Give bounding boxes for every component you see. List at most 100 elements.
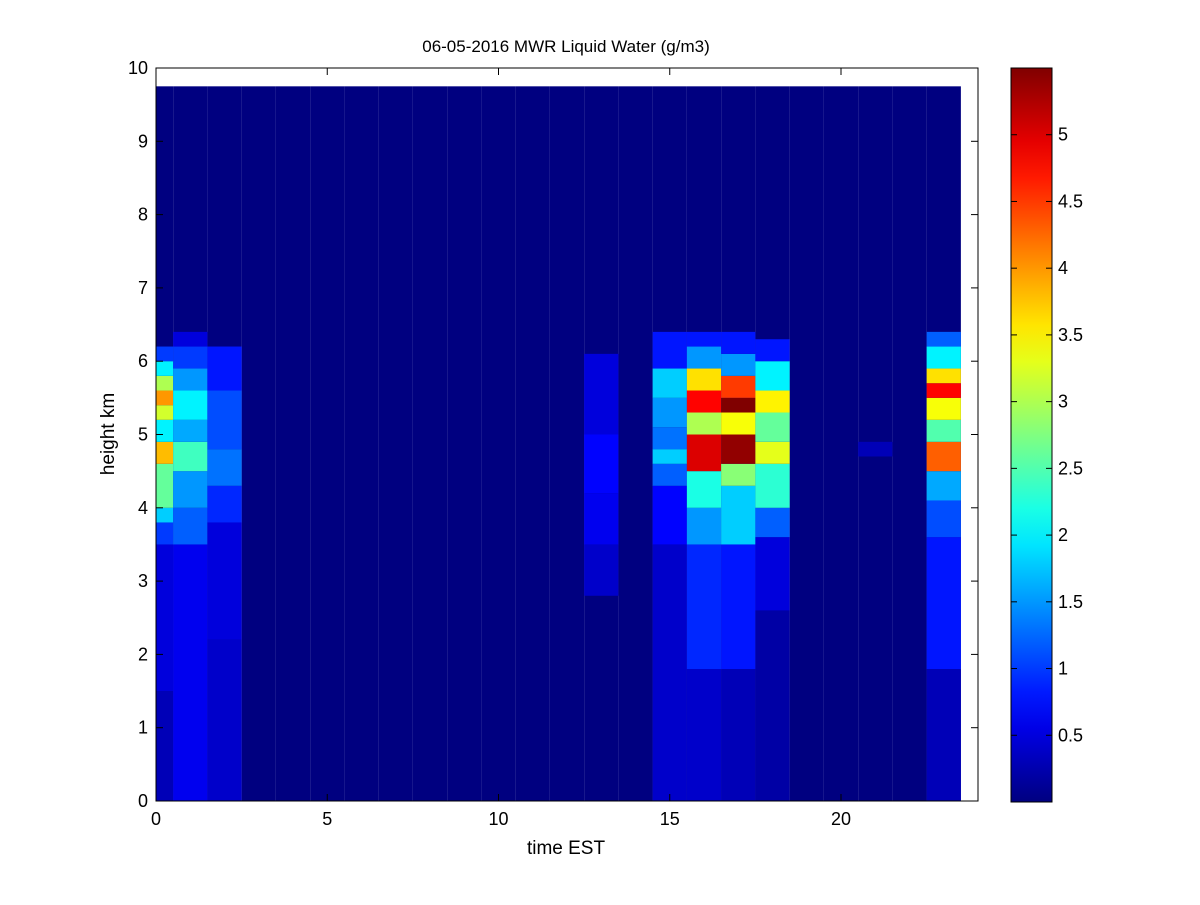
y-tick-label: 0 — [138, 791, 148, 811]
heatmap-cell — [755, 361, 790, 391]
heatmap-cell — [926, 383, 961, 398]
colorbar-tick-label: 2 — [1058, 525, 1068, 545]
heatmap-cell — [584, 544, 619, 596]
y-tick-label: 10 — [128, 58, 148, 78]
heatmap-cell — [755, 463, 790, 508]
heatmap-cell — [755, 507, 790, 538]
heatmap-cell — [207, 449, 242, 486]
heatmap-cell — [721, 463, 756, 486]
heatmap-cell — [823, 86, 859, 801]
heatmap-cell — [207, 522, 242, 640]
heatmap-cell — [156, 507, 174, 523]
heatmap-cell — [207, 639, 242, 801]
y-tick-label: 4 — [138, 498, 148, 518]
heatmap-cell — [652, 427, 687, 450]
heatmap-cell — [926, 500, 961, 538]
heatmap-cell — [926, 368, 961, 384]
heatmap-cell — [481, 86, 516, 801]
colorbar-tick-label: 1.5 — [1058, 592, 1083, 612]
heatmap-cell — [755, 610, 790, 801]
heatmap-cell — [686, 331, 722, 347]
y-tick-label: 6 — [138, 351, 148, 371]
heatmap-cell — [652, 544, 687, 801]
heatmap-cell — [173, 368, 208, 391]
heatmap-cell — [686, 669, 722, 801]
heatmap-cell — [926, 331, 961, 347]
heatmap-cell — [721, 331, 756, 354]
heatmap-cell — [207, 346, 242, 391]
heatmap-cell — [721, 544, 756, 670]
y-axis: 0 1 2 3 4 5 6 7 8 9 10 — [128, 58, 978, 811]
heatmap-cell — [755, 390, 790, 413]
heatmap-cell — [686, 412, 722, 435]
heatmap-cell — [721, 669, 756, 801]
heatmap-cell — [156, 463, 174, 508]
heatmap-cell — [721, 397, 756, 413]
heatmap-cell — [652, 463, 687, 486]
heatmap-cell — [926, 471, 961, 501]
heatmap-cell — [378, 86, 413, 801]
heatmap-cell — [156, 361, 174, 376]
heatmap-cell — [926, 441, 961, 472]
heatmap-cell — [173, 390, 208, 420]
y-tick-label: 1 — [138, 718, 148, 738]
colorbar-tick-label: 5 — [1058, 125, 1068, 145]
heatmap-cell — [173, 346, 208, 369]
heatmap-cell — [686, 434, 722, 472]
x-tick-label: 5 — [322, 809, 332, 829]
heatmap-cell — [344, 86, 379, 801]
heatmap-cell — [584, 434, 619, 494]
heatmap-cell — [686, 390, 722, 413]
heatmap-cell — [156, 544, 174, 692]
heatmap-cell — [686, 368, 722, 391]
heatmap-cell — [686, 471, 722, 508]
heatmap-cell — [721, 353, 756, 376]
y-tick-label: 2 — [138, 644, 148, 664]
heatmap-cell — [755, 537, 790, 611]
colorbar-tick-label: 0.5 — [1058, 725, 1083, 745]
heatmap-cell — [926, 419, 961, 442]
y-tick-label: 7 — [138, 278, 148, 298]
heatmap-cell — [156, 390, 174, 406]
heatmap-cell — [515, 86, 550, 801]
heatmap-cell — [207, 485, 242, 523]
heatmap-cell — [755, 412, 790, 442]
y-tick-label: 8 — [138, 205, 148, 225]
heatmap-cell — [652, 397, 687, 428]
heatmap-cell — [156, 522, 174, 545]
colorbar-tick-label: 4 — [1058, 258, 1068, 278]
heatmap-cell — [721, 375, 756, 398]
colorbar-tick-label: 2.5 — [1058, 458, 1083, 478]
heatmap-cell — [584, 493, 619, 545]
x-axis: 0 5 10 15 20 — [151, 68, 851, 829]
heatmap-cell — [447, 86, 482, 801]
y-tick-label: 5 — [138, 425, 148, 445]
x-tick-label: 20 — [831, 809, 851, 829]
heatmap-cell — [686, 346, 722, 369]
heatmap-cell — [892, 86, 927, 801]
x-tick-label: 15 — [660, 809, 680, 829]
heatmap-cell — [926, 669, 961, 801]
colorbar-tick-label: 1 — [1058, 659, 1068, 679]
heatmap-cell — [858, 441, 893, 457]
heatmap-cell — [310, 86, 345, 801]
heatmap-cell — [652, 485, 687, 545]
heatmap-cell — [926, 537, 961, 670]
heatmap-cell — [412, 86, 448, 801]
heatmap-cell — [721, 434, 756, 464]
y-tick-label: 9 — [138, 131, 148, 151]
heatmap-cell — [156, 419, 174, 442]
heatmap-cell — [173, 507, 208, 545]
heatmap-cell — [173, 471, 208, 508]
heatmap-cell — [926, 397, 961, 420]
heatmap-cell — [926, 346, 961, 369]
heatmap-cell — [156, 346, 174, 362]
heatmap-cell — [173, 544, 208, 801]
heatmap-cell — [686, 507, 722, 545]
y-tick-label: 3 — [138, 571, 148, 591]
heatmap-cell — [686, 544, 722, 670]
heatmap-cell — [173, 331, 208, 347]
heatmap-cell — [789, 86, 824, 801]
